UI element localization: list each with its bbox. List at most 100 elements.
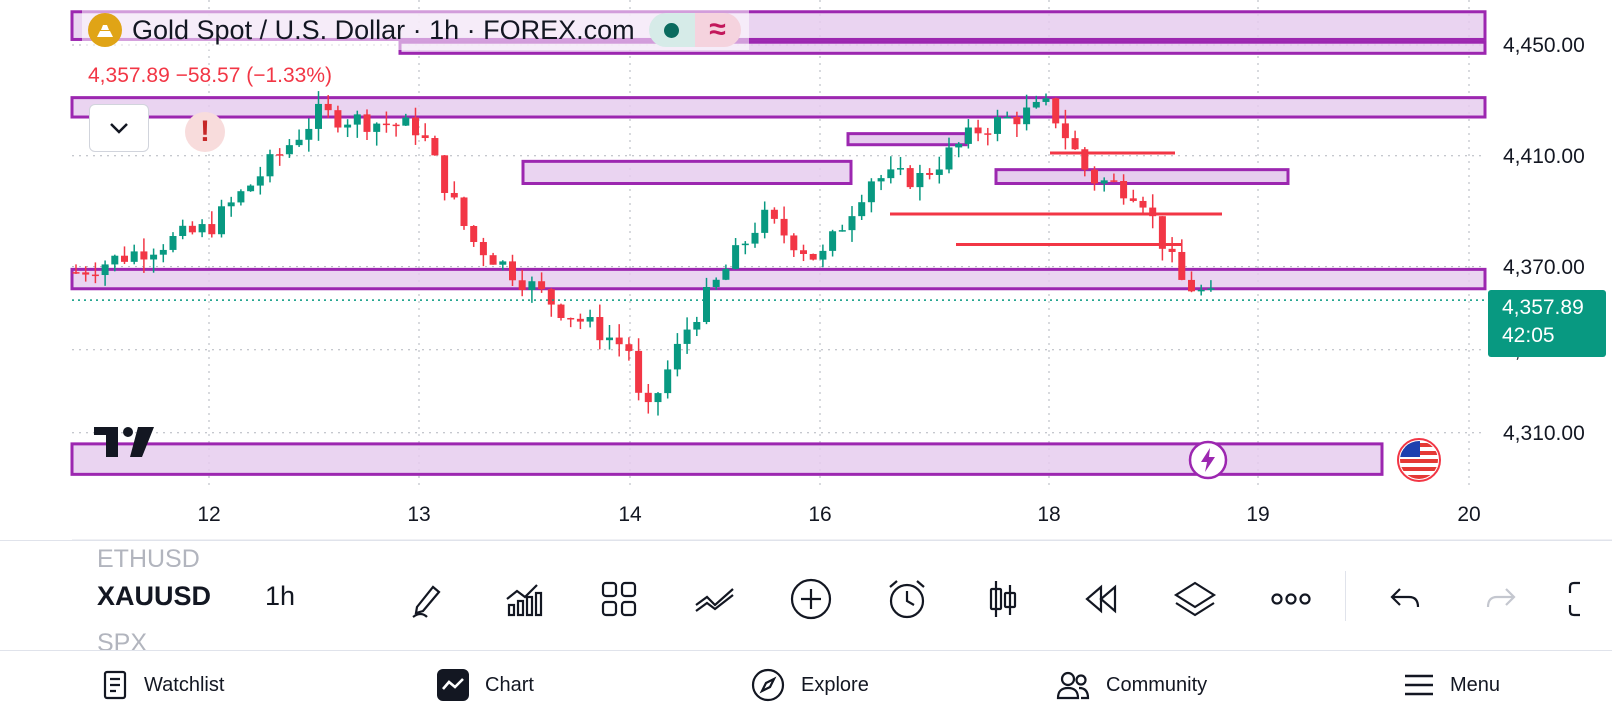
nav-community[interactable]: Community — [1056, 665, 1207, 705]
redo-button[interactable] — [1478, 576, 1524, 622]
drawing-tools-button[interactable] — [404, 576, 450, 622]
levels-layer — [890, 151, 1222, 246]
delayed-data-icon[interactable]: ≈ — [694, 13, 741, 47]
candle-body — [664, 369, 672, 394]
candle-body — [1023, 107, 1031, 125]
candle-body — [955, 143, 963, 148]
candle-body — [838, 230, 846, 232]
time-scale-label: 20 — [1457, 503, 1481, 526]
candle-body — [1042, 98, 1050, 102]
candle-body — [683, 329, 691, 344]
replay-icon — [1085, 584, 1117, 614]
interval-button[interactable]: 1h — [265, 581, 296, 611]
candle-body — [625, 344, 633, 351]
nav-chart[interactable]: Chart — [437, 665, 534, 705]
candle-body — [606, 337, 613, 341]
candle-body — [712, 279, 720, 288]
symbol-legend[interactable]: Gold Spot / U.S. Dollar · 1h · FOREX.com… — [82, 10, 749, 50]
candle-body — [780, 218, 788, 236]
bottom-navigation: Watchlist Chart Explore Community Menu — [0, 650, 1612, 721]
candle-body — [363, 114, 371, 132]
candle-body — [179, 225, 187, 237]
candle-body — [722, 268, 730, 280]
alert-button[interactable] — [884, 576, 930, 622]
candle-body — [266, 154, 274, 177]
candle-body — [150, 254, 158, 260]
candle-body — [198, 224, 206, 233]
candle-body — [887, 169, 895, 179]
candle-body — [111, 255, 119, 265]
nav-watchlist[interactable]: Watchlist — [102, 665, 224, 705]
candle-body — [373, 123, 381, 132]
support-resistance-zone — [70, 96, 1487, 119]
price-scale-label: 4,310.00 — [1503, 422, 1585, 445]
candle-body — [790, 235, 798, 251]
candle-body — [1149, 207, 1157, 217]
community-icon — [1056, 670, 1090, 700]
toolbar-divider — [1345, 571, 1346, 621]
warning-icon[interactable]: ! — [185, 112, 225, 152]
replay-button[interactable] — [1076, 576, 1122, 622]
lightning-icon[interactable] — [1188, 440, 1228, 480]
candle-body — [557, 304, 565, 318]
candle-body — [256, 176, 264, 186]
candle-body — [344, 124, 352, 128]
candle-body — [130, 251, 138, 262]
layouts-button[interactable] — [596, 576, 642, 622]
candle-body — [741, 243, 749, 246]
candle-body — [528, 281, 536, 290]
candle-body — [412, 117, 419, 136]
candle-body — [334, 110, 342, 128]
object-tree-button[interactable] — [1172, 576, 1218, 622]
nav-menu[interactable]: Menu — [1404, 665, 1500, 705]
more-button[interactable] — [1268, 576, 1314, 622]
candle-body — [441, 155, 449, 193]
candle-body — [101, 264, 109, 276]
candles-icon — [989, 581, 1017, 617]
candle-body — [906, 168, 914, 188]
add-icon — [790, 578, 832, 620]
candle-body — [1120, 181, 1128, 199]
undo-icon — [1390, 588, 1420, 608]
add-button[interactable] — [788, 576, 834, 622]
candle-body — [693, 321, 701, 330]
candle-body — [644, 392, 652, 403]
us-flag-icon[interactable] — [1396, 437, 1442, 483]
chart-type-button[interactable] — [980, 576, 1026, 622]
fullscreen-button[interactable] — [1566, 576, 1606, 622]
time-scale-label: 16 — [808, 503, 832, 526]
candle-body — [72, 272, 80, 274]
tradingview-logo-icon — [94, 427, 154, 464]
candle-body — [1188, 279, 1195, 292]
candle-body — [470, 225, 478, 243]
candle-body — [984, 133, 992, 135]
candle-body — [208, 224, 216, 235]
bar-countdown: 42:05 — [1502, 324, 1555, 347]
collapse-legend-button[interactable] — [89, 104, 149, 152]
candle-body — [1207, 288, 1215, 290]
nav-explore[interactable]: Explore — [751, 665, 869, 705]
watchlist-prev-symbol[interactable]: ETHUSD — [97, 545, 200, 573]
candle-body — [858, 202, 866, 217]
undo-button[interactable] — [1382, 576, 1428, 622]
candle-body — [654, 393, 662, 403]
indicators-button[interactable] — [500, 576, 546, 622]
chevron-down-icon — [110, 123, 128, 134]
price-scale-label: 4,450.00 — [1503, 34, 1585, 57]
market-open-indicator[interactable] — [648, 13, 695, 47]
candle-body — [324, 103, 332, 111]
price-chart[interactable] — [0, 0, 1612, 540]
compass-icon — [751, 668, 785, 702]
market-status[interactable]: ≈ — [648, 13, 741, 47]
compare-button[interactable] — [692, 576, 738, 622]
current-symbol-button[interactable]: XAUUSD — [97, 581, 212, 611]
candle-body — [1013, 116, 1021, 125]
candle-body — [732, 245, 740, 269]
chart-title: Gold Spot / U.S. Dollar · 1h · FOREX.com — [132, 14, 635, 45]
candle-body — [703, 287, 710, 322]
more-icon — [1271, 593, 1311, 605]
candle-body — [305, 128, 313, 140]
candle-body — [431, 138, 439, 156]
indicators-icon — [506, 584, 543, 617]
candle-body — [547, 289, 555, 305]
